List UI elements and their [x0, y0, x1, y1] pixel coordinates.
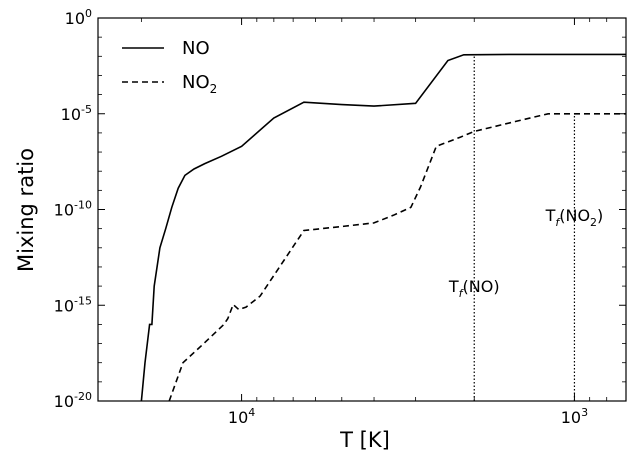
series-line-no	[140, 53, 626, 401]
legend-label-no: NO	[182, 38, 210, 59]
y-tick-label: 10-5	[61, 103, 92, 124]
axis-ticks: 100 10-5 10-10 10-15 10-20 104 103	[54, 7, 627, 427]
y-tick-label: 10-20	[54, 390, 92, 411]
x-tick-label: 104	[228, 406, 255, 427]
freeze-out-label-1: Tf(NO2)	[545, 206, 604, 229]
legend: NO NO2	[122, 38, 217, 96]
x-axis-label: T [K]	[339, 428, 390, 452]
annotations: Tf(NO) Tf(NO2)	[448, 54, 603, 401]
series-lines	[140, 53, 626, 401]
freeze-out-label-0: Tf(NO)	[448, 277, 500, 300]
series-line-no2	[168, 113, 626, 401]
y-tick-label: 10-10	[54, 199, 92, 220]
y-tick-label: 100	[65, 7, 92, 28]
y-axis-label: Mixing ratio	[14, 148, 38, 272]
x-tick-label: 103	[561, 406, 588, 427]
y-tick-label: 10-15	[54, 294, 92, 315]
legend-label-no2: NO2	[182, 72, 217, 96]
